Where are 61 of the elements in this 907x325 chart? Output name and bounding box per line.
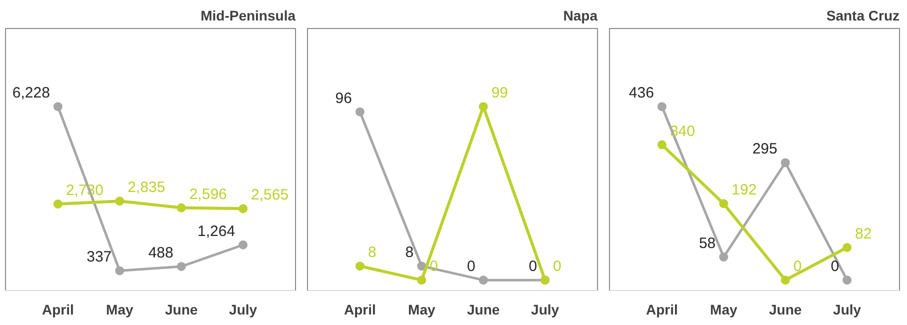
point [115, 196, 124, 206]
x-tick-label: April [344, 302, 376, 318]
data-label: 96 [335, 90, 352, 107]
chart-title: Santa Cruz [826, 8, 900, 24]
point [238, 240, 248, 250]
data-label: 1,264 [198, 222, 236, 240]
point [176, 262, 186, 271]
data-label: 0 [793, 258, 802, 276]
point [115, 266, 124, 276]
data-label: 58 [698, 235, 716, 252]
x-tick-label: April [42, 302, 74, 318]
x-tick-label: May [408, 302, 436, 318]
data-label: 192 [732, 182, 757, 199]
data-label: 488 [148, 244, 174, 262]
data-label: 0 [553, 258, 562, 276]
point [780, 158, 790, 168]
point [417, 276, 426, 285]
data-label: 8 [405, 244, 414, 262]
data-label: 340 [670, 122, 695, 140]
data-label: 0 [528, 258, 538, 276]
x-tick-label: June [467, 302, 500, 318]
data-label: 436 [628, 84, 654, 102]
point [53, 102, 62, 112]
x-tick-label: May [710, 302, 738, 318]
x-tick-label: June [165, 302, 198, 318]
x-tick-label: June [769, 302, 802, 318]
point [842, 276, 852, 285]
point [780, 276, 790, 285]
chart-title: Napa [563, 8, 598, 24]
data-label: 8 [368, 244, 376, 262]
point [417, 262, 426, 271]
data-label: 2,596 [189, 186, 227, 203]
data-label: 0 [430, 258, 438, 276]
point [478, 102, 488, 112]
chart-title: Mid-Peninsula [200, 8, 296, 24]
x-tick-label: July [531, 302, 560, 318]
x-tick-label: July [229, 302, 258, 318]
x-tick-label: July [833, 302, 862, 318]
point [719, 199, 728, 208]
data-label: 2,835 [128, 179, 166, 196]
data-label: 337 [86, 248, 112, 266]
data-label: 295 [752, 140, 778, 158]
point [238, 204, 248, 214]
point [657, 102, 666, 112]
data-label: 99 [491, 84, 508, 102]
data-label: 6,228 [12, 84, 50, 102]
point [657, 140, 666, 150]
x-tick-label: April [646, 302, 678, 318]
data-label: 82 [855, 225, 872, 242]
data-label: 2,565 [251, 186, 289, 204]
point [719, 252, 728, 262]
data-label: 0 [467, 258, 476, 276]
point [842, 242, 852, 252]
data-label: 0 [830, 258, 840, 276]
point [478, 276, 488, 285]
point [355, 262, 364, 271]
point [355, 107, 364, 116]
data-label: 2,730 [66, 182, 104, 200]
point [53, 200, 62, 209]
point [176, 203, 186, 212]
x-tick-label: May [106, 302, 134, 318]
